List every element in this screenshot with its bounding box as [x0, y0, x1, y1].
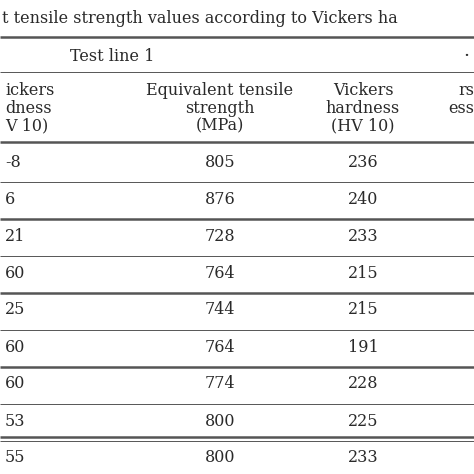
Text: ·: · — [463, 47, 469, 65]
Text: 728: 728 — [205, 228, 235, 245]
Text: 744: 744 — [205, 301, 235, 319]
Text: 800: 800 — [205, 449, 235, 466]
Text: 21: 21 — [5, 228, 26, 245]
Text: 53: 53 — [5, 412, 26, 429]
Text: strength: strength — [185, 100, 255, 117]
Text: 215: 215 — [348, 301, 378, 319]
Text: 60: 60 — [5, 264, 26, 282]
Text: 60: 60 — [5, 338, 26, 356]
Text: 225: 225 — [348, 412, 378, 429]
Text: 876: 876 — [205, 191, 236, 208]
Text: 800: 800 — [205, 412, 235, 429]
Text: Equivalent tensile: Equivalent tensile — [146, 82, 293, 99]
Text: V 10): V 10) — [5, 118, 48, 135]
Text: (HV 10): (HV 10) — [331, 118, 395, 135]
Text: t tensile strength values according to Vickers ha: t tensile strength values according to V… — [2, 9, 398, 27]
Text: 240: 240 — [348, 191, 378, 208]
Text: 25: 25 — [5, 301, 26, 319]
Text: 228: 228 — [348, 375, 378, 392]
Text: 55: 55 — [5, 449, 26, 466]
Text: Test line 1: Test line 1 — [70, 47, 155, 64]
Text: -8: -8 — [5, 154, 21, 171]
Text: hardness: hardness — [326, 100, 400, 117]
Text: 764: 764 — [205, 264, 235, 282]
Text: 233: 233 — [348, 449, 378, 466]
Text: 60: 60 — [5, 375, 26, 392]
Text: dness: dness — [5, 100, 52, 117]
Text: 6: 6 — [5, 191, 15, 208]
Text: ess: ess — [448, 100, 474, 117]
Text: 805: 805 — [205, 154, 235, 171]
Text: rs: rs — [458, 82, 474, 99]
Text: 233: 233 — [348, 228, 378, 245]
Text: 191: 191 — [347, 338, 378, 356]
Text: ickers: ickers — [5, 82, 55, 99]
Text: (MPa): (MPa) — [196, 118, 244, 135]
Text: Vickers: Vickers — [333, 82, 393, 99]
Text: 774: 774 — [205, 375, 235, 392]
Text: 215: 215 — [348, 264, 378, 282]
Text: 236: 236 — [348, 154, 378, 171]
Text: 764: 764 — [205, 338, 235, 356]
